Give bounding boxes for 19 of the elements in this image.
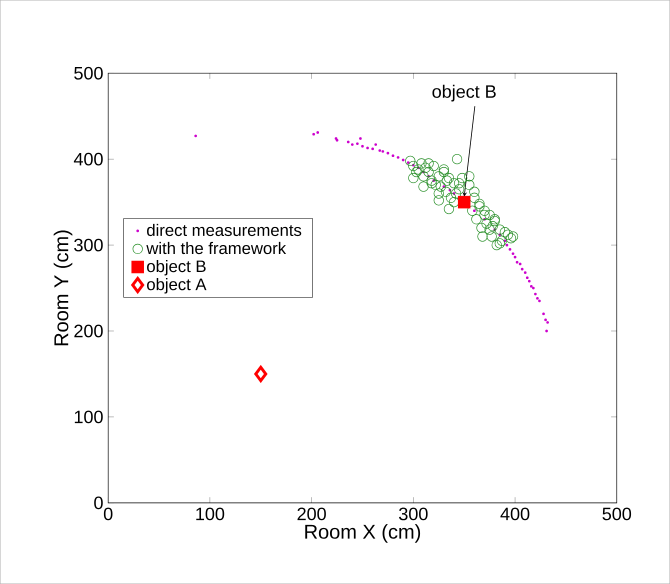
y-tick-label: 100 bbox=[74, 410, 103, 424]
y-tick-label: 300 bbox=[74, 238, 103, 252]
y-axis-title: Room Y (cm) bbox=[54, 230, 72, 346]
y-tick-label: 400 bbox=[74, 152, 103, 166]
y-tick-label: 200 bbox=[74, 324, 103, 338]
x-tick-label: 100 bbox=[196, 508, 224, 520]
y-tick-label: 500 bbox=[74, 66, 103, 80]
x-tick-label: 300 bbox=[399, 508, 428, 520]
legend-label: object A bbox=[147, 278, 206, 294]
x-tick-label: 400 bbox=[500, 508, 530, 520]
x-tick-label: 500 bbox=[602, 508, 632, 520]
y-tick-label: 0 bbox=[94, 496, 103, 510]
annotation: object B bbox=[432, 84, 496, 102]
x-axis-title: Room X (cm) bbox=[305, 524, 420, 543]
legend-label: with the framework bbox=[146, 242, 286, 254]
x-tick-label: 0 bbox=[104, 508, 112, 520]
x-tick-label: 200 bbox=[298, 508, 326, 520]
legend-label: direct measurements bbox=[147, 224, 302, 236]
legend-label: object B bbox=[147, 260, 206, 276]
